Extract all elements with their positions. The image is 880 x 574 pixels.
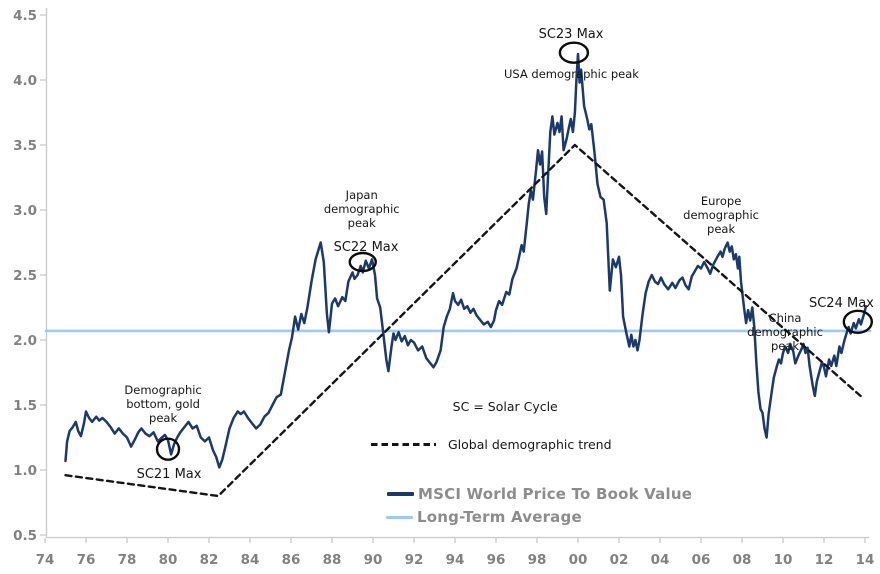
legend-item-global-demographic-trend: Global demographic trend <box>371 437 612 452</box>
x-tick-label-88: 88 <box>323 552 342 568</box>
legend-item-long-term-average: Long-Term Average <box>386 508 582 526</box>
x-tick-label-86: 86 <box>282 552 301 568</box>
x-tick-label-96: 96 <box>487 552 506 568</box>
x-tick-label-90: 90 <box>364 552 383 568</box>
sc24-max-circle <box>842 309 874 334</box>
x-tick-label-04: 04 <box>651 552 670 568</box>
x-tick-label-00: 00 <box>569 552 588 568</box>
y-tick-label-2: 2.0 <box>13 333 37 349</box>
y-tick-label-1.5: 1.5 <box>13 398 37 414</box>
legend-label-msci-world-price-to-book: MSCI World Price To Book Value <box>418 485 693 503</box>
global-demographic-trend-line <box>64 143 862 498</box>
sc22-max-circle <box>348 251 377 273</box>
y-tick-label-0.5: 0.5 <box>13 528 37 544</box>
sc21-max-circle <box>155 437 181 461</box>
x-tick-label-94: 94 <box>446 552 465 568</box>
y-tick-label-3: 3.0 <box>13 203 37 219</box>
legend-label-long-term-average: Long-Term Average <box>417 508 582 526</box>
long-term-average-line-swatch <box>386 515 413 519</box>
legend-label-global-demographic-trend: Global demographic trend <box>448 437 612 452</box>
x-tick-label-12: 12 <box>815 552 834 568</box>
y-tick-label-1: 1.0 <box>13 463 37 479</box>
x-tick-label-82: 82 <box>200 552 219 568</box>
x-tick-label-84: 84 <box>241 552 260 568</box>
msci-world-price-to-book-line <box>64 52 868 469</box>
dashed-trend-line-swatch <box>371 443 436 446</box>
y-tick-label-3.5: 3.5 <box>13 138 37 154</box>
x-tick-label-74: 74 <box>36 552 55 568</box>
legend-item-msci-world-price-to-book: MSCI World Price To Book Value <box>387 485 692 503</box>
x-tick-label-98: 98 <box>528 552 547 568</box>
x-tick-label-78: 78 <box>118 552 137 568</box>
sc23-max-circle <box>558 41 590 64</box>
x-tick-label-80: 80 <box>159 552 178 568</box>
x-tick-label-06: 06 <box>692 552 711 568</box>
x-tick-label-02: 02 <box>610 552 629 568</box>
x-tick-label-76: 76 <box>77 552 96 568</box>
y-tick-label-2.5: 2.5 <box>13 268 37 284</box>
x-tick-label-08: 08 <box>733 552 752 568</box>
msci-line-swatch <box>387 492 414 496</box>
x-tick-label-92: 92 <box>405 552 424 568</box>
y-tick-label-4: 4.0 <box>13 73 37 89</box>
x-tick-label-10: 10 <box>774 552 793 568</box>
x-tick-label-14: 14 <box>856 552 875 568</box>
y-tick-label-4.5: 4.5 <box>13 8 37 24</box>
